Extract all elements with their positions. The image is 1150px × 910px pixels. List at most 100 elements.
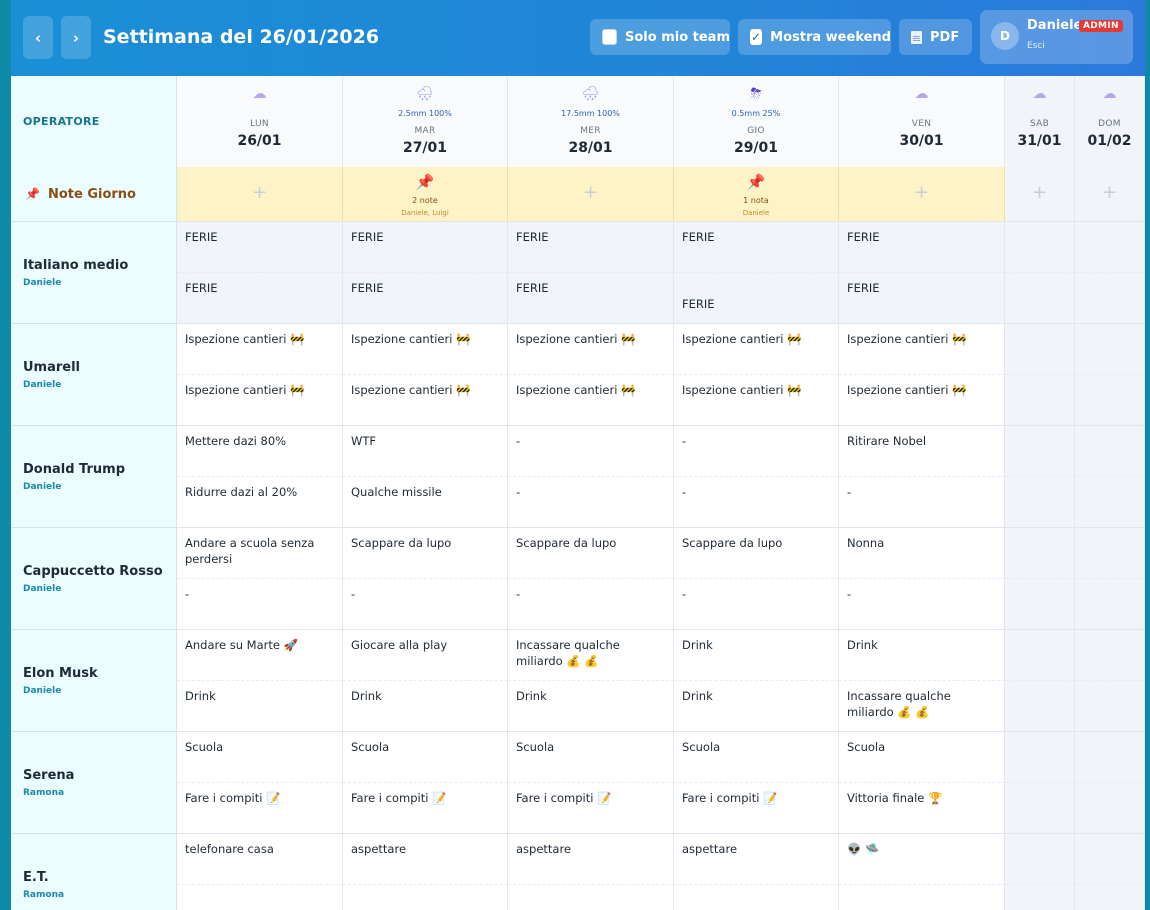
day-note-cell-mar[interactable]: 📌 2 note Daniele, Luigi [343, 167, 508, 221]
schedule-cell-pm[interactable]: - [839, 476, 1005, 527]
schedule-cell-pm[interactable]: Drink [508, 680, 674, 731]
schedule-cell-pm[interactable]: - [674, 476, 839, 527]
schedule-cell-pm[interactable]: - [674, 578, 839, 629]
schedule-cell-am[interactable]: WTF [343, 425, 508, 476]
schedule-cell-am[interactable]: aspettare [674, 833, 839, 884]
schedule-cell-am[interactable]: Scuola [839, 731, 1005, 782]
schedule-cell-pm[interactable]: FERIE [343, 272, 508, 323]
schedule-cell-pm[interactable] [1075, 476, 1145, 527]
pdf-button[interactable]: PDF [899, 19, 972, 55]
day-note-cell-gio[interactable]: 📌 1 nota Daniele [674, 167, 839, 221]
day-note-cell-lun[interactable]: + [177, 167, 343, 221]
schedule-cell-pm[interactable]: - [508, 476, 674, 527]
schedule-cell-am[interactable]: - [674, 425, 839, 476]
add-note-icon[interactable]: + [1101, 182, 1118, 203]
schedule-cell-pm[interactable]: Ispezione cantieri 🚧 [839, 374, 1005, 425]
schedule-cell-am[interactable]: FERIE [839, 221, 1005, 272]
schedule-cell-pm[interactable]: Ispezione cantieri 🚧 [674, 374, 839, 425]
schedule-cell-pm[interactable] [1075, 782, 1145, 833]
schedule-cell-pm[interactable] [1005, 272, 1075, 323]
schedule-cell-am[interactable] [1075, 323, 1145, 374]
day-note-cell-sab[interactable]: + [1005, 167, 1075, 221]
schedule-cell-pm[interactable]: Drink [177, 680, 343, 731]
schedule-cell-pm[interactable] [1005, 782, 1075, 833]
schedule-cell-pm[interactable]: Qualche missile [343, 476, 508, 527]
schedule-cell-am[interactable] [1075, 527, 1145, 578]
schedule-cell-am[interactable]: Scappare da lupo [343, 527, 508, 578]
schedule-cell-pm[interactable]: Drink [674, 680, 839, 731]
schedule-cell-pm[interactable]: - [177, 578, 343, 629]
logout-link[interactable]: Esci [1027, 41, 1045, 51]
schedule-cell-am[interactable]: aspettare [343, 833, 508, 884]
toggle-weekend[interactable]: ✓ Mostra weekend [738, 19, 891, 55]
schedule-cell-pm[interactable]: Ispezione cantieri 🚧 [177, 374, 343, 425]
schedule-cell-pm[interactable] [508, 884, 674, 910]
schedule-cell-pm[interactable]: FERIE [839, 272, 1005, 323]
schedule-cell-am[interactable] [1005, 527, 1075, 578]
schedule-cell-am[interactable]: Ispezione cantieri 🚧 [674, 323, 839, 374]
schedule-cell-am[interactable]: Ispezione cantieri 🚧 [508, 323, 674, 374]
schedule-cell-pm[interactable]: Ridurre dazi al 20% [177, 476, 343, 527]
schedule-cell-am[interactable] [1075, 425, 1145, 476]
schedule-cell-pm[interactable]: Vittoria finale 🏆 [839, 782, 1005, 833]
schedule-cell-pm[interactable] [1075, 680, 1145, 731]
schedule-cell-am[interactable]: Ritirare Nobel [839, 425, 1005, 476]
schedule-cell-am[interactable]: Ispezione cantieri 🚧 [343, 323, 508, 374]
schedule-cell-am[interactable]: aspettare [508, 833, 674, 884]
schedule-cell-pm[interactable]: Fare i compiti 📝 [508, 782, 674, 833]
schedule-cell-pm[interactable]: - [839, 578, 1005, 629]
schedule-cell-pm[interactable] [343, 884, 508, 910]
schedule-cell-am[interactable]: Scuola [343, 731, 508, 782]
schedule-cell-am[interactable]: Giocare alla play [343, 629, 508, 680]
toggle-my-team[interactable]: Solo mio team [590, 19, 730, 55]
schedule-cell-am[interactable]: Scappare da lupo [508, 527, 674, 578]
schedule-cell-am[interactable]: FERIE [177, 221, 343, 272]
schedule-cell-am[interactable]: Scuola [177, 731, 343, 782]
schedule-cell-am[interactable]: FERIE [343, 221, 508, 272]
schedule-cell-pm[interactable] [1005, 476, 1075, 527]
add-note-icon[interactable]: + [582, 182, 599, 203]
schedule-cell-am[interactable] [1075, 731, 1145, 782]
schedule-cell-am[interactable]: Drink [674, 629, 839, 680]
schedule-cell-am[interactable] [1075, 629, 1145, 680]
schedule-cell-am[interactable]: Andare a scuola senza perdersi [177, 527, 343, 578]
next-week-button[interactable]: › [61, 16, 91, 59]
schedule-cell-am[interactable] [1075, 221, 1145, 272]
schedule-cell-am[interactable]: Andare su Marte 🚀 [177, 629, 343, 680]
schedule-cell-pm[interactable]: Ispezione cantieri 🚧 [508, 374, 674, 425]
schedule-cell-pm[interactable]: - [343, 578, 508, 629]
schedule-cell-am[interactable]: telefonare casa [177, 833, 343, 884]
schedule-cell-pm[interactable]: FERIE [508, 272, 674, 323]
schedule-cell-am[interactable] [1005, 221, 1075, 272]
schedule-cell-am[interactable]: Incassare qualche miliardo 💰 💰 [508, 629, 674, 680]
schedule-cell-pm[interactable]: Fare i compiti 📝 [674, 782, 839, 833]
user-menu[interactable]: D Daniele ADMIN Esci [980, 10, 1133, 64]
day-note-cell-dom[interactable]: + [1075, 167, 1145, 221]
day-note-cell-mer[interactable]: + [508, 167, 674, 221]
schedule-cell-am[interactable]: Ispezione cantieri 🚧 [177, 323, 343, 374]
schedule-cell-am[interactable]: Scuola [508, 731, 674, 782]
schedule-cell-pm[interactable] [177, 884, 343, 910]
schedule-cell-am[interactable] [1005, 629, 1075, 680]
schedule-cell-am[interactable] [1005, 731, 1075, 782]
add-note-icon[interactable]: + [251, 182, 268, 203]
schedule-cell-pm[interactable]: Drink [343, 680, 508, 731]
schedule-cell-pm[interactable]: Ispezione cantieri 🚧 [343, 374, 508, 425]
schedule-cell-pm[interactable]: - [508, 578, 674, 629]
schedule-cell-am[interactable] [1005, 323, 1075, 374]
checkbox-checked-icon[interactable]: ✓ [750, 29, 763, 45]
schedule-cell-am[interactable]: Scuola [674, 731, 839, 782]
schedule-cell-am[interactable]: FERIE [508, 221, 674, 272]
schedule-cell-pm[interactable] [1005, 680, 1075, 731]
schedule-cell-pm[interactable]: Fare i compiti 📝 [177, 782, 343, 833]
schedule-cell-pm[interactable] [839, 884, 1005, 910]
schedule-cell-pm[interactable]: Fare i compiti 📝 [343, 782, 508, 833]
schedule-cell-am[interactable]: Scappare da lupo [674, 527, 839, 578]
schedule-cell-am[interactable]: - [508, 425, 674, 476]
schedule-cell-am[interactable] [1005, 425, 1075, 476]
schedule-cell-pm[interactable] [1005, 374, 1075, 425]
schedule-cell-am[interactable]: Nonna [839, 527, 1005, 578]
schedule-cell-pm[interactable] [1005, 884, 1075, 910]
schedule-cell-am[interactable] [1005, 833, 1075, 884]
schedule-cell-pm[interactable]: Incassare qualche miliardo 💰 💰 [839, 680, 1005, 731]
